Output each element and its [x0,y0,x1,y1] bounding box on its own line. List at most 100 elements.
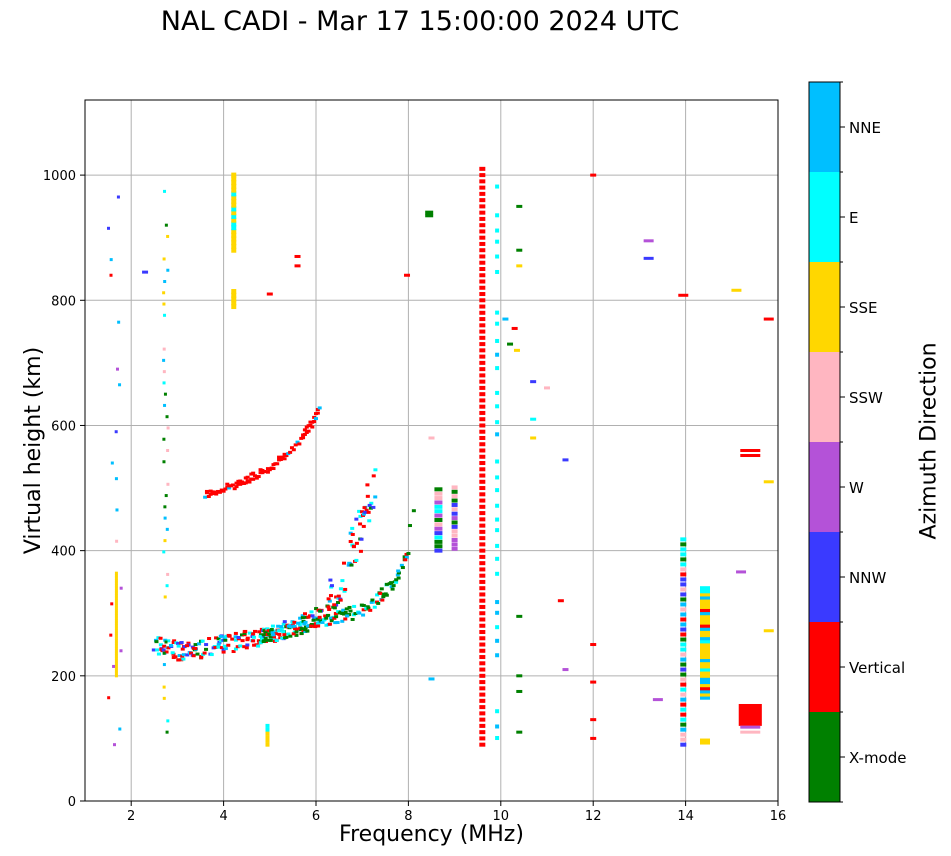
echo-mark [411,509,416,513]
echo-mark [403,558,408,562]
echo-mark [170,651,175,655]
echo-mark [302,622,307,626]
echo-mark [265,638,270,642]
echo-mark [273,632,278,636]
echo-mark [479,567,486,572]
echo-mark [479,498,486,503]
echo-mark [158,636,163,640]
echo-mark [114,609,118,613]
echo-mark [214,492,219,496]
echo-mark [231,300,237,306]
echo-mark [479,680,486,685]
echo-mark [282,620,287,624]
echo-mark [114,651,118,655]
echo-mark [516,614,523,618]
echo-mark [680,687,687,692]
echo-mark [557,599,564,603]
echo-mark [335,621,340,625]
echo-mark [736,570,747,574]
echo-mark [451,494,458,499]
echo-mark [223,487,228,491]
echo-mark [329,619,334,623]
echo-mark [334,615,339,619]
echo-mark [451,538,458,543]
echo-mark [305,624,310,628]
echo-mark [680,592,687,597]
echo-mark [299,631,304,635]
echo-mark [114,619,118,623]
echo-mark [345,614,350,618]
echo-mark [367,519,372,523]
echo-mark [451,529,458,534]
echo-mark [219,639,224,643]
echo-mark [230,483,235,487]
echo-mark [332,603,337,607]
echo-mark [114,589,118,593]
echo-mark [700,614,711,619]
echo-mark [348,531,353,535]
echo-mark [425,214,434,218]
echo-mark [294,254,301,258]
echo-mark [479,536,486,541]
echo-mark [163,313,167,317]
echo-mark [262,639,267,643]
echo-mark [328,594,333,598]
echo-mark [265,738,270,743]
echo-mark [479,504,486,509]
echo-mark [112,743,116,747]
echo-mark [495,338,500,343]
echo-mark [266,629,271,633]
echo-mark [300,616,305,620]
echo-mark [114,584,118,588]
echo-mark [700,589,711,594]
echo-mark [162,302,166,306]
echo-mark [218,634,223,638]
echo-mark [109,258,113,262]
echo-mark [245,638,250,642]
colorbar-segment [809,262,840,352]
echo-mark [231,296,237,302]
echo-mark [479,479,486,484]
echo-mark [451,502,458,507]
echo-mark [115,367,119,371]
echo-mark [114,579,118,583]
echo-mark [332,606,337,610]
echo-mark [231,191,237,197]
echo-mark [303,625,308,629]
echo-mark [740,730,761,734]
echo-mark [243,629,248,633]
echo-mark [283,636,288,640]
echo-mark [680,722,687,727]
echo-mark [479,492,486,497]
echo-mark [114,634,118,638]
echo-mark [119,649,123,653]
echo-mark [700,633,711,638]
echo-mark [221,489,226,493]
echo-mark [404,555,409,559]
echo-mark [680,727,687,732]
echo-mark [350,526,355,530]
echo-mark [348,539,353,543]
echo-mark [231,650,236,654]
colorbar-tick-label: SSE [849,299,878,317]
echo-mark [495,390,500,395]
echo-mark [479,229,486,234]
echo-mark [643,256,654,260]
echo-mark [333,612,338,616]
echo-mark [114,641,118,645]
echo-mark [700,620,711,625]
echo-mark [680,622,687,627]
echo-mark [700,661,711,666]
echo-mark [109,633,113,637]
echo-mark [700,601,711,606]
echo-mark [162,685,166,689]
echo-mark [394,580,399,584]
echo-mark [302,428,307,432]
colorbar: X-mode Vertical NNW W SSW SSE E NNE [808,81,906,803]
echo-mark [199,656,204,660]
echo-mark [114,629,118,633]
echo-mark [274,639,279,643]
echo-mark [182,645,187,649]
y-tick-label: 400 [51,545,76,560]
echo-mark [328,578,333,582]
